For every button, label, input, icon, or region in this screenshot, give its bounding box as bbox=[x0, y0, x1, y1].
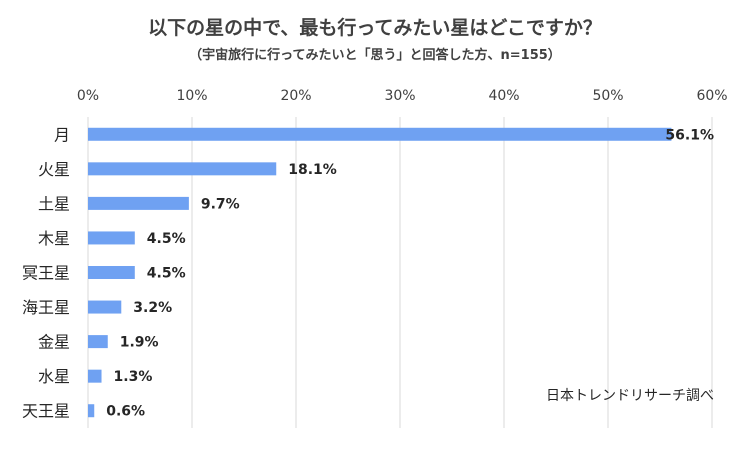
bar bbox=[88, 335, 108, 349]
bar bbox=[88, 127, 672, 141]
bar bbox=[88, 300, 122, 314]
x-tick-label: 50% bbox=[592, 88, 623, 104]
bar bbox=[88, 162, 277, 176]
x-axis-ticks: 0% 10% 20% 30% 40% 50% 60% bbox=[77, 88, 728, 104]
category-label: 天王星 bbox=[22, 402, 70, 421]
bar bbox=[88, 369, 102, 383]
chart-subtitle: （宇宙旅行に行ってみたいと「思う」と回答した方、n=155） bbox=[189, 47, 561, 63]
data-label: 3.2% bbox=[133, 300, 172, 316]
bar bbox=[88, 231, 135, 245]
category-label: 火星 bbox=[38, 160, 70, 179]
data-label: 1.9% bbox=[120, 335, 159, 351]
bar bbox=[88, 196, 189, 210]
x-tick-label: 60% bbox=[696, 88, 727, 104]
data-label: 9.7% bbox=[201, 196, 240, 212]
x-tick-label: 20% bbox=[280, 88, 311, 104]
category-label: 金星 bbox=[38, 333, 70, 352]
bar bbox=[88, 404, 95, 418]
category-label: 木星 bbox=[38, 229, 70, 248]
bar bbox=[88, 266, 135, 279]
data-labels: 56.1% 18.1% 9.7% 4.5% 4.5% 3.2% 1.9% 1.3% 0.6% bbox=[106, 127, 714, 419]
category-label: 水星 bbox=[38, 367, 70, 386]
source-note: 日本トレンドリサーチ調べ bbox=[546, 388, 714, 404]
category-label: 土星 bbox=[38, 194, 70, 213]
data-label: 4.5% bbox=[147, 231, 186, 247]
category-label: 冥王星 bbox=[22, 264, 70, 283]
x-tick-label: 0% bbox=[77, 88, 99, 104]
x-tick-label: 10% bbox=[176, 88, 207, 104]
data-label: 56.1% bbox=[665, 127, 714, 143]
data-label: 18.1% bbox=[288, 162, 337, 178]
data-label: 4.5% bbox=[147, 266, 186, 282]
data-label: 1.3% bbox=[114, 369, 153, 385]
x-tick-label: 30% bbox=[384, 88, 415, 104]
chart-title: 以下の星の中で、最も行ってみたい星はどこですか？ bbox=[148, 16, 602, 39]
category-label: 海王星 bbox=[22, 298, 70, 317]
data-label: 0.6% bbox=[106, 404, 145, 420]
category-label: 月 bbox=[54, 125, 70, 144]
bars bbox=[88, 127, 672, 418]
x-tick-label: 40% bbox=[488, 88, 519, 104]
